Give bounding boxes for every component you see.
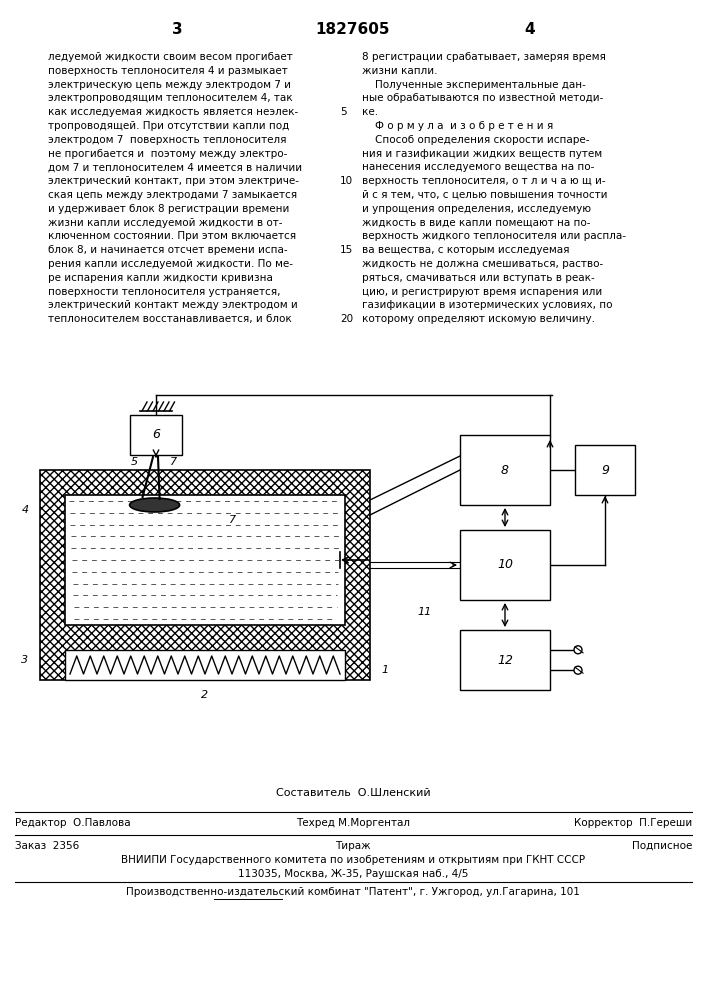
Text: 7: 7	[230, 515, 237, 525]
Text: ные обрабатываются по известной методи-: ные обрабатываются по известной методи-	[362, 93, 603, 103]
Text: как исследуемая жидкость является неэлек-: как исследуемая жидкость является неэлек…	[48, 107, 298, 117]
Text: дом 7 и теплоносителем 4 имеется в наличии: дом 7 и теплоносителем 4 имеется в налич…	[48, 162, 302, 172]
Ellipse shape	[129, 498, 180, 512]
Circle shape	[574, 666, 582, 674]
Text: поверхности теплоносителя устраняется,: поверхности теплоносителя устраняется,	[48, 287, 281, 297]
Bar	[65, 650, 345, 680]
Text: и упрощения определения, исследуемую: и упрощения определения, исследуемую	[362, 204, 591, 214]
Text: нанесения исследуемого вещества на по-: нанесения исследуемого вещества на по-	[362, 162, 595, 172]
Text: тропроводящей. При отсутствии капли под: тропроводящей. При отсутствии капли под	[48, 121, 289, 131]
Text: электропроводящим теплоносителем 4, так: электропроводящим теплоносителем 4, так	[48, 93, 293, 103]
Text: 8: 8	[501, 464, 509, 477]
Text: блок 8, и начинается отсчет времени испа-: блок 8, и начинается отсчет времени испа…	[48, 245, 288, 255]
Bar	[575, 445, 635, 495]
Text: Ф о р м у л а  и з о б р е т е н и я: Ф о р м у л а и з о б р е т е н и я	[362, 121, 554, 131]
Text: ре испарения капли жидкости кривизна: ре испарения капли жидкости кривизна	[48, 273, 273, 283]
Text: ВНИИПИ Государственного комитета по изобретениям и открытиям при ГКНТ СССР: ВНИИПИ Государственного комитета по изоб…	[121, 855, 585, 865]
Text: которому определяют искомую величину.: которому определяют искомую величину.	[362, 314, 595, 324]
Text: 4: 4	[525, 22, 535, 37]
Text: 5: 5	[130, 457, 138, 467]
Text: 12: 12	[497, 654, 513, 666]
Text: ния и газификации жидких веществ путем: ния и газификации жидких веществ путем	[362, 149, 602, 159]
Text: 4: 4	[21, 505, 28, 515]
Text: й с я тем, что, с целью повышения точности: й с я тем, что, с целью повышения точнос…	[362, 190, 607, 200]
Text: 113035, Москва, Ж-35, Раушская наб., 4/5: 113035, Москва, Ж-35, Раушская наб., 4/5	[238, 869, 468, 879]
Text: 10: 10	[497, 558, 513, 572]
Text: Способ определения скорости испаре-: Способ определения скорости испаре-	[362, 135, 590, 145]
Text: электродом 7  поверхность теплоносителя: электродом 7 поверхность теплоносителя	[48, 135, 286, 145]
Text: цию, и регистрируют время испарения или: цию, и регистрируют время испарения или	[362, 287, 602, 297]
Text: 9: 9	[601, 464, 609, 477]
Text: Производственно-издательский комбинат "Патент", г. Ужгород, ул.Гагарина, 101: Производственно-издательский комбинат "П…	[126, 887, 580, 897]
Text: Редактор  О.Павлова: Редактор О.Павлова	[15, 818, 131, 828]
Text: ке.: ке.	[362, 107, 378, 117]
Text: ледуемой жидкости своим весом прогибает: ледуемой жидкости своим весом прогибает	[48, 52, 293, 62]
Text: 5: 5	[340, 107, 346, 117]
Text: верхность жидкого теплоносителя или распла-: верхность жидкого теплоносителя или расп…	[362, 231, 626, 241]
Text: 15: 15	[340, 245, 354, 255]
Bar	[65, 495, 345, 625]
Bar	[460, 630, 550, 690]
Text: 3: 3	[172, 22, 182, 37]
Text: жизни капли исследуемой жидкости в от-: жизни капли исследуемой жидкости в от-	[48, 218, 283, 228]
Text: 1827605: 1827605	[316, 22, 390, 37]
Text: ская цепь между электродами 7 замыкается: ская цепь между электродами 7 замыкается	[48, 190, 297, 200]
Text: ключенном состоянии. При этом включается: ключенном состоянии. При этом включается	[48, 231, 296, 241]
Text: Составитель  О.Шленский: Составитель О.Шленский	[276, 788, 431, 798]
Text: ва вещества, с которым исследуемая: ва вещества, с которым исследуемая	[362, 245, 570, 255]
Text: электрический контакт между электродом и: электрический контакт между электродом и	[48, 300, 298, 310]
Text: 20: 20	[340, 314, 353, 324]
Text: рения капли исследуемой жидкости. По ме-: рения капли исследуемой жидкости. По ме-	[48, 259, 293, 269]
Text: не прогибается и  поэтому между электро-: не прогибается и поэтому между электро-	[48, 149, 287, 159]
Text: 6: 6	[152, 428, 160, 442]
Text: жидкость не должна смешиваться, раство-: жидкость не должна смешиваться, раство-	[362, 259, 603, 269]
Text: 7: 7	[170, 457, 177, 467]
Text: Корректор  П.Гереши: Корректор П.Гереши	[574, 818, 692, 828]
Text: 11: 11	[418, 607, 432, 617]
Text: ряться, смачиваться или вступать в реак-: ряться, смачиваться или вступать в реак-	[362, 273, 595, 283]
Text: жизни капли.: жизни капли.	[362, 66, 438, 76]
Bar	[130, 415, 182, 455]
Bar	[460, 435, 550, 505]
Text: электрический контакт, при этом электриче-: электрический контакт, при этом электрич…	[48, 176, 299, 186]
Text: и удерживает блок 8 регистрации времени: и удерживает блок 8 регистрации времени	[48, 204, 289, 214]
Text: 8 регистрации срабатывает, замеряя время: 8 регистрации срабатывает, замеряя время	[362, 52, 606, 62]
Text: жидкость в виде капли помещают на по-: жидкость в виде капли помещают на по-	[362, 218, 590, 228]
Circle shape	[574, 646, 582, 654]
Bar	[460, 530, 550, 600]
Text: 10: 10	[340, 176, 353, 186]
Text: Подписное: Подписное	[631, 841, 692, 851]
Bar	[40, 470, 370, 680]
Text: Техред М.Моргентал: Техред М.Моргентал	[296, 818, 410, 828]
Text: электрическую цепь между электродом 7 и: электрическую цепь между электродом 7 и	[48, 80, 291, 90]
Text: поверхность теплоносителя 4 и размыкает: поверхность теплоносителя 4 и размыкает	[48, 66, 288, 76]
Text: верхность теплоносителя, о т л и ч а ю щ и-: верхность теплоносителя, о т л и ч а ю щ…	[362, 176, 606, 186]
Text: Тираж: Тираж	[335, 841, 370, 851]
Text: Полученные экспериментальные дан-: Полученные экспериментальные дан-	[362, 80, 586, 90]
Text: 3: 3	[21, 655, 28, 665]
Text: 1: 1	[382, 665, 389, 675]
Text: газификации в изотермических условиях, по: газификации в изотермических условиях, п…	[362, 300, 612, 310]
Text: Заказ  2356: Заказ 2356	[15, 841, 79, 851]
Text: 2: 2	[201, 690, 209, 700]
Text: теплоносителем восстанавливается, и блок: теплоносителем восстанавливается, и блок	[48, 314, 292, 324]
